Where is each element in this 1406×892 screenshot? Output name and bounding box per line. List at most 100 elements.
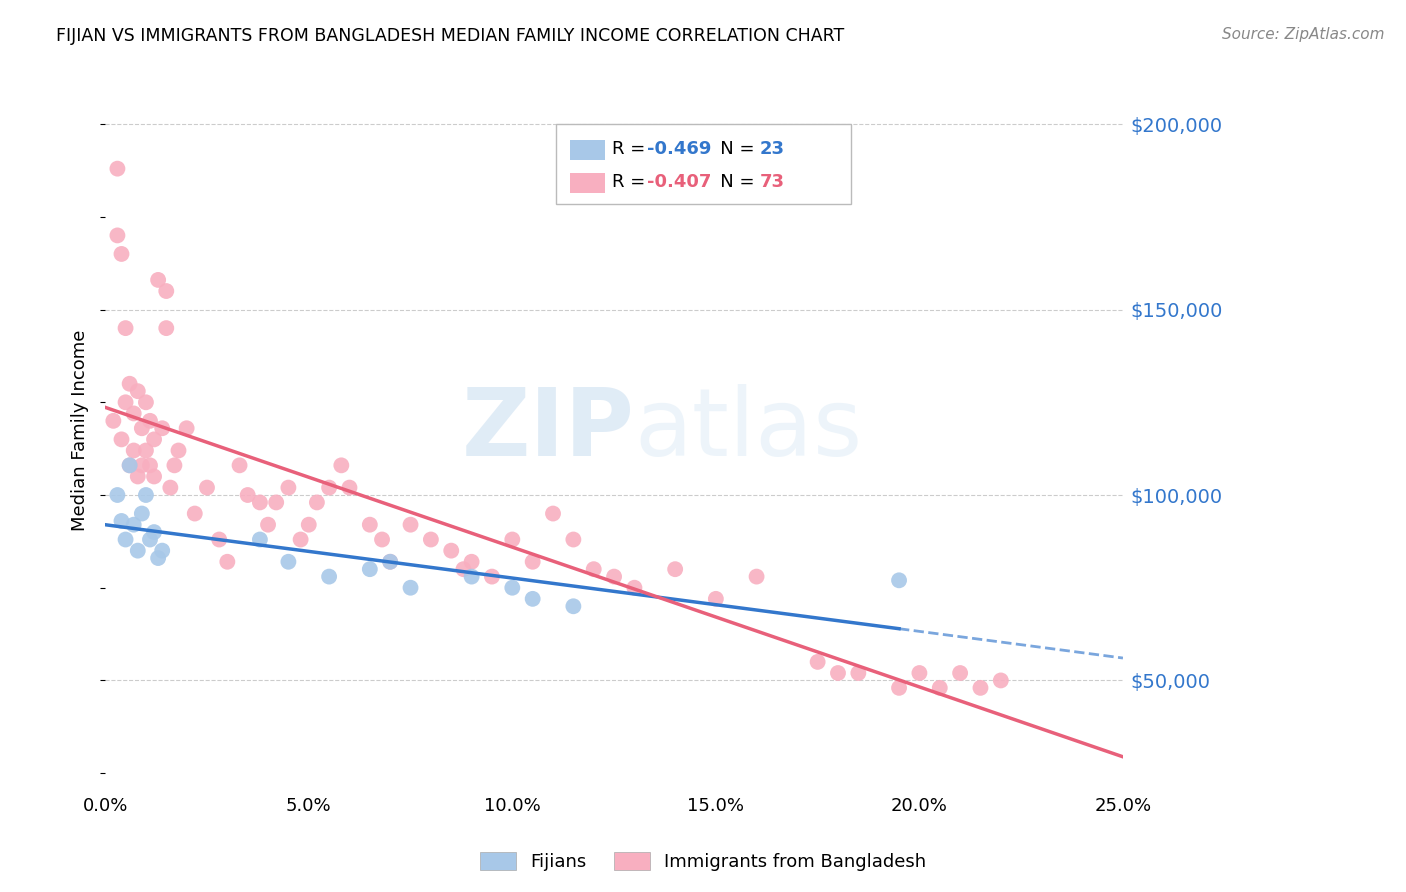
Point (139, 414, 162, 428)
Y-axis label: Median Family Income: Median Family Income (72, 329, 89, 531)
Bar (555, 124, 851, 204)
Point (745, 569, 768, 583)
Point (623, 581, 645, 595)
Point (146, 551, 169, 566)
Point (887, 681, 910, 695)
Text: 73: 73 (759, 173, 785, 191)
Point (969, 681, 991, 695)
Point (110, 247, 132, 261)
Point (277, 555, 299, 569)
Point (330, 458, 353, 473)
Point (122, 517, 145, 532)
Point (139, 458, 162, 473)
Point (118, 458, 141, 473)
Point (453, 562, 475, 576)
Point (163, 458, 186, 473)
Point (264, 495, 287, 509)
Point (176, 421, 198, 435)
Point (135, 395, 157, 409)
Point (146, 273, 169, 287)
Point (103, 414, 125, 428)
Point (131, 421, 153, 435)
Point (114, 395, 136, 409)
Text: N =: N = (703, 173, 761, 191)
Point (107, 228, 129, 243)
Point (501, 581, 523, 595)
Point (928, 681, 950, 695)
Point (127, 384, 149, 399)
Point (380, 555, 402, 569)
Point (522, 555, 544, 569)
Text: ZIP: ZIP (461, 384, 634, 476)
Bar (569, 140, 605, 160)
Point (305, 495, 328, 509)
Point (184, 507, 207, 521)
Point (131, 507, 153, 521)
Text: R =: R = (612, 140, 651, 158)
Point (249, 533, 271, 547)
Point (399, 581, 422, 595)
Point (887, 574, 910, 588)
Point (139, 533, 162, 547)
Point (562, 533, 585, 547)
Point (114, 533, 136, 547)
Point (582, 562, 605, 576)
Text: R =: R = (612, 173, 651, 191)
Point (359, 562, 381, 576)
Point (562, 599, 585, 614)
Point (135, 443, 157, 458)
Text: Source: ZipAtlas.com: Source: ZipAtlas.com (1222, 27, 1385, 42)
Point (380, 555, 402, 569)
Point (159, 481, 181, 495)
Point (150, 543, 173, 558)
Point (122, 406, 145, 420)
Point (603, 569, 626, 583)
Text: -0.407: -0.407 (647, 173, 711, 191)
Point (167, 443, 190, 458)
Point (704, 591, 727, 606)
Text: -0.469: -0.469 (647, 140, 711, 158)
Point (440, 543, 463, 558)
Point (228, 458, 250, 473)
Point (990, 673, 1012, 688)
Point (318, 569, 340, 583)
Point (131, 458, 153, 473)
Point (127, 543, 149, 558)
Point (460, 555, 482, 569)
Point (827, 666, 849, 681)
Point (419, 533, 441, 547)
Text: N =: N = (703, 140, 761, 158)
Point (150, 421, 173, 435)
Point (143, 525, 166, 540)
Point (359, 517, 381, 532)
Point (155, 284, 177, 298)
Point (664, 562, 686, 576)
Point (110, 514, 132, 528)
Text: 23: 23 (759, 140, 785, 158)
Point (846, 666, 869, 681)
Point (135, 488, 157, 502)
Point (541, 507, 564, 521)
Point (107, 161, 129, 176)
Point (277, 481, 299, 495)
Point (908, 666, 931, 681)
Point (118, 458, 141, 473)
Point (298, 517, 321, 532)
Point (107, 488, 129, 502)
Point (114, 321, 136, 335)
Point (460, 569, 482, 583)
Point (208, 533, 231, 547)
Point (236, 488, 259, 502)
Point (399, 517, 422, 532)
Point (217, 555, 239, 569)
Point (290, 533, 312, 547)
Bar (569, 173, 605, 193)
Point (143, 469, 166, 483)
Legend: Fijians, Immigrants from Bangladesh: Fijians, Immigrants from Bangladesh (472, 845, 934, 879)
Point (339, 481, 361, 495)
Text: FIJIAN VS IMMIGRANTS FROM BANGLADESH MEDIAN FAMILY INCOME CORRELATION CHART: FIJIAN VS IMMIGRANTS FROM BANGLADESH MED… (56, 27, 845, 45)
Point (501, 533, 523, 547)
Point (807, 655, 830, 669)
Point (481, 569, 503, 583)
Point (249, 495, 271, 509)
